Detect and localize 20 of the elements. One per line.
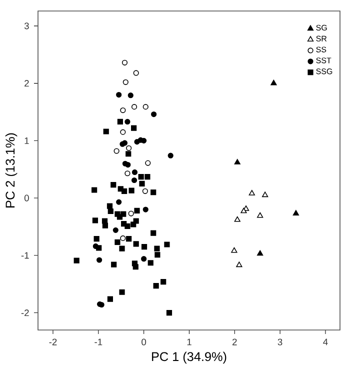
x-tick-label: -2 — [49, 338, 57, 346]
y-tick-label: 1 — [24, 137, 29, 144]
y-tick-label: 2 — [24, 80, 29, 87]
legend-label: SSG — [316, 68, 332, 74]
x-axis-title: PC 1 (34.9%) — [152, 352, 226, 364]
legend-label: SR — [316, 36, 327, 42]
legend-label: SST — [316, 58, 332, 64]
y-tick-label: -1 — [21, 252, 29, 259]
y-tick-label: 0 — [24, 194, 29, 202]
x-tick-label: 1 — [187, 338, 192, 346]
x-tick-label: 2 — [232, 338, 237, 346]
legend-label: SG — [316, 24, 327, 31]
y-tick-label: 3 — [24, 22, 29, 30]
legend-label: SS — [316, 46, 326, 52]
y-axis-title: PC 2 (13.1%) — [5, 133, 18, 208]
x-tick-label: -1 — [94, 338, 102, 346]
x-tick-label: 4 — [323, 338, 328, 346]
x-tick-label: 3 — [278, 338, 282, 346]
x-tick-label: 0 — [142, 338, 146, 346]
y-tick-label: -2 — [21, 310, 29, 316]
